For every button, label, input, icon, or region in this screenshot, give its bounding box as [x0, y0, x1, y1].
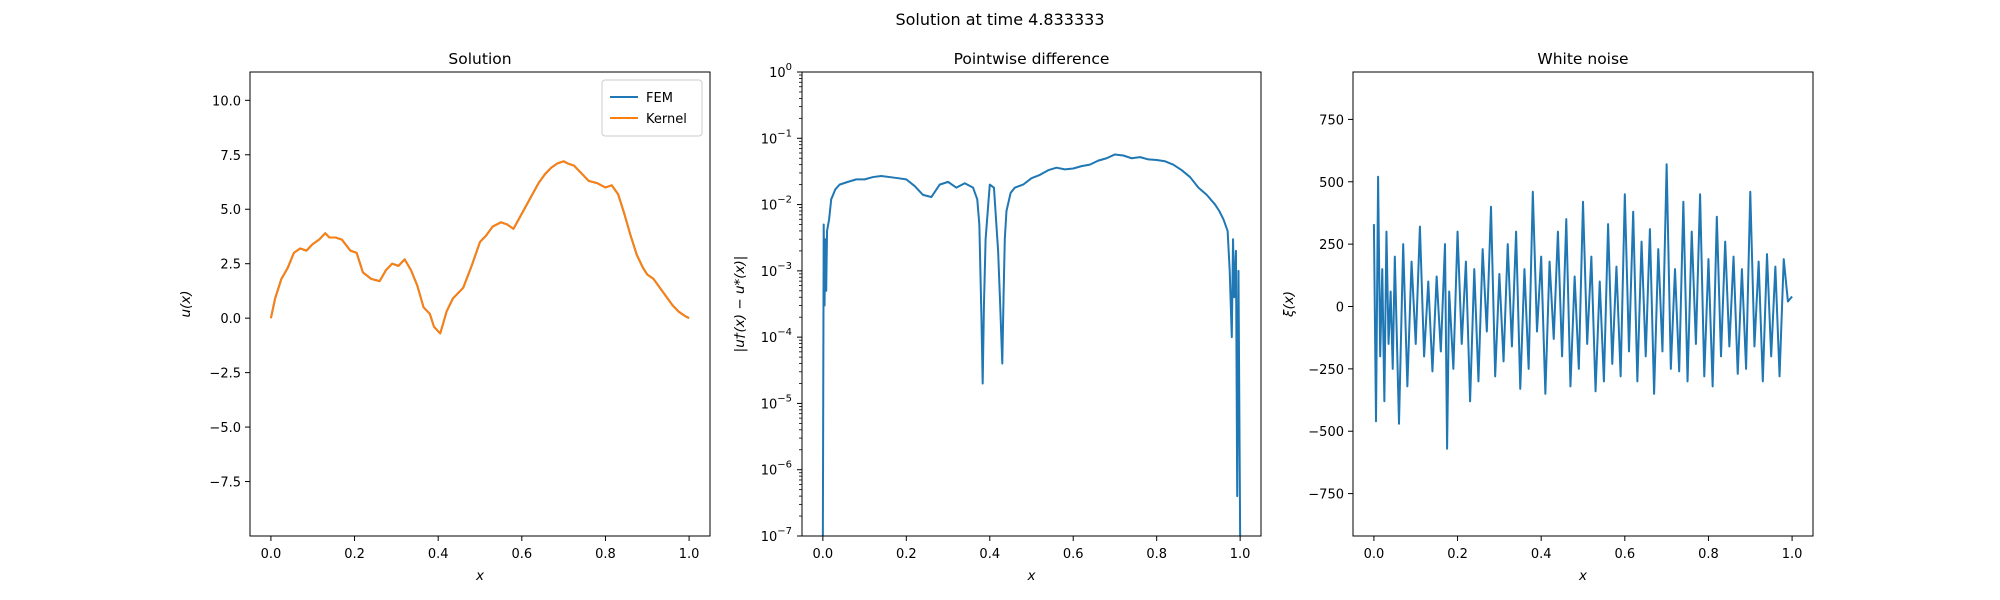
solution-x-tick-label: 0.6: [511, 547, 532, 562]
solution-y-tick-label: −7.5: [209, 476, 241, 491]
solution-axes-frame: [249, 71, 711, 537]
noise-x-tick-label: 1.0: [1782, 547, 1803, 562]
noise-x-tick-label: 0.6: [1614, 547, 1635, 562]
noise-title: White noise: [1537, 50, 1628, 68]
difference-x-tick-label: 0.4: [979, 547, 1000, 562]
difference-y-tick-label: 10−3: [761, 261, 792, 280]
noise-y-tick-label: −250: [1308, 363, 1344, 378]
noise-series-line-0: [1372, 163, 1793, 450]
difference-y-label: |u†(x) − u*(x)|: [732, 256, 748, 353]
solution-y-tick-label: 7.5: [220, 149, 241, 164]
noise-y-label: ξ(x): [1281, 291, 1297, 318]
solution-y-tick-label: 5.0: [220, 203, 241, 218]
solution-y-tick-label: 0.0: [220, 312, 241, 327]
solution-x-tick-label: 0.0: [261, 547, 282, 562]
difference-y-tick-label: 10−1: [761, 128, 792, 147]
solution-series-line-fem: [269, 160, 690, 335]
solution-x-tick-label: 1.0: [679, 547, 700, 562]
solution-axes: 0.0 0.2 0.4 0.6 0.8 1.0 −7.5 −5.0 −2.5 0.0 2.5 5.0 7…: [178, 50, 711, 584]
difference-y-tick-label: 100: [769, 62, 792, 81]
difference-series-line-0: [821, 153, 1242, 536]
solution-y-tick-label: −2.5: [209, 367, 241, 382]
difference-axes-frame: [801, 71, 1262, 537]
noise-x-tick-label: 0.8: [1698, 547, 1719, 562]
noise-x-label: x: [1578, 568, 1588, 584]
solution-title: Solution: [448, 50, 511, 68]
solution-x-tick-label: 0.2: [344, 547, 365, 562]
solution-y-tick-label: 2.5: [220, 258, 241, 273]
noise-x-tick-label: 0.0: [1364, 547, 1385, 562]
difference-y-tick-label: 10−7: [761, 526, 792, 545]
noise-x-tick-label: 0.2: [1447, 547, 1468, 562]
difference-y-tick-label: 10−5: [761, 393, 792, 412]
noise-y-tick-label: 750: [1319, 113, 1344, 128]
difference-x-label: x: [1027, 568, 1037, 584]
pointwise-difference-axes: 0.0 0.2 0.4 0.6 0.8 1.0 10−7 10−6 10−5 10−4 10−3 10…: [732, 50, 1262, 584]
solution-y-tick-label: −5.0: [209, 421, 241, 436]
noise-y-tick-label: −500: [1308, 425, 1344, 440]
noise-y-tick-label: 0: [1336, 300, 1344, 315]
difference-y-tick-label: 10−6: [761, 460, 792, 479]
white-noise-axes: 0.0 0.2 0.4 0.6 0.8 1.0 −750 −500 −250 0 250 500 750…: [1281, 50, 1814, 584]
noise-y-tick-label: 250: [1319, 238, 1344, 253]
legend-box: [601, 79, 703, 137]
solution-y-tick-label: 10.0: [212, 94, 241, 109]
solution-y-label: u(x): [178, 290, 194, 317]
noise-axes-frame: [1352, 71, 1814, 537]
difference-title: Pointwise difference: [954, 50, 1110, 68]
difference-y-tick-label: 10−4: [761, 327, 792, 346]
difference-x-tick-label: 0.6: [1063, 547, 1084, 562]
legend-label-fem: FEM: [646, 91, 673, 106]
solution-x-tick-label: 0.4: [428, 547, 449, 562]
difference-x-tick-label: 1.0: [1230, 547, 1251, 562]
solution-x-label: x: [475, 568, 485, 584]
noise-y-tick-label: 500: [1319, 176, 1344, 191]
legend-label-kernel: Kernel: [646, 112, 687, 127]
solution-legend: FEM Kernel: [601, 79, 703, 137]
difference-x-tick-label: 0.0: [813, 547, 834, 562]
solution-series-line-kernel: [269, 160, 690, 335]
noise-x-tick-label: 0.4: [1531, 547, 1552, 562]
figure-suptitle: Solution at time 4.833333: [895, 10, 1105, 29]
difference-x-tick-label: 0.8: [1146, 547, 1167, 562]
difference-y-tick-label: 10−2: [761, 195, 792, 214]
solution-x-tick-label: 0.8: [595, 547, 616, 562]
noise-y-tick-label: −750: [1308, 488, 1344, 503]
difference-x-tick-label: 0.2: [896, 547, 917, 562]
